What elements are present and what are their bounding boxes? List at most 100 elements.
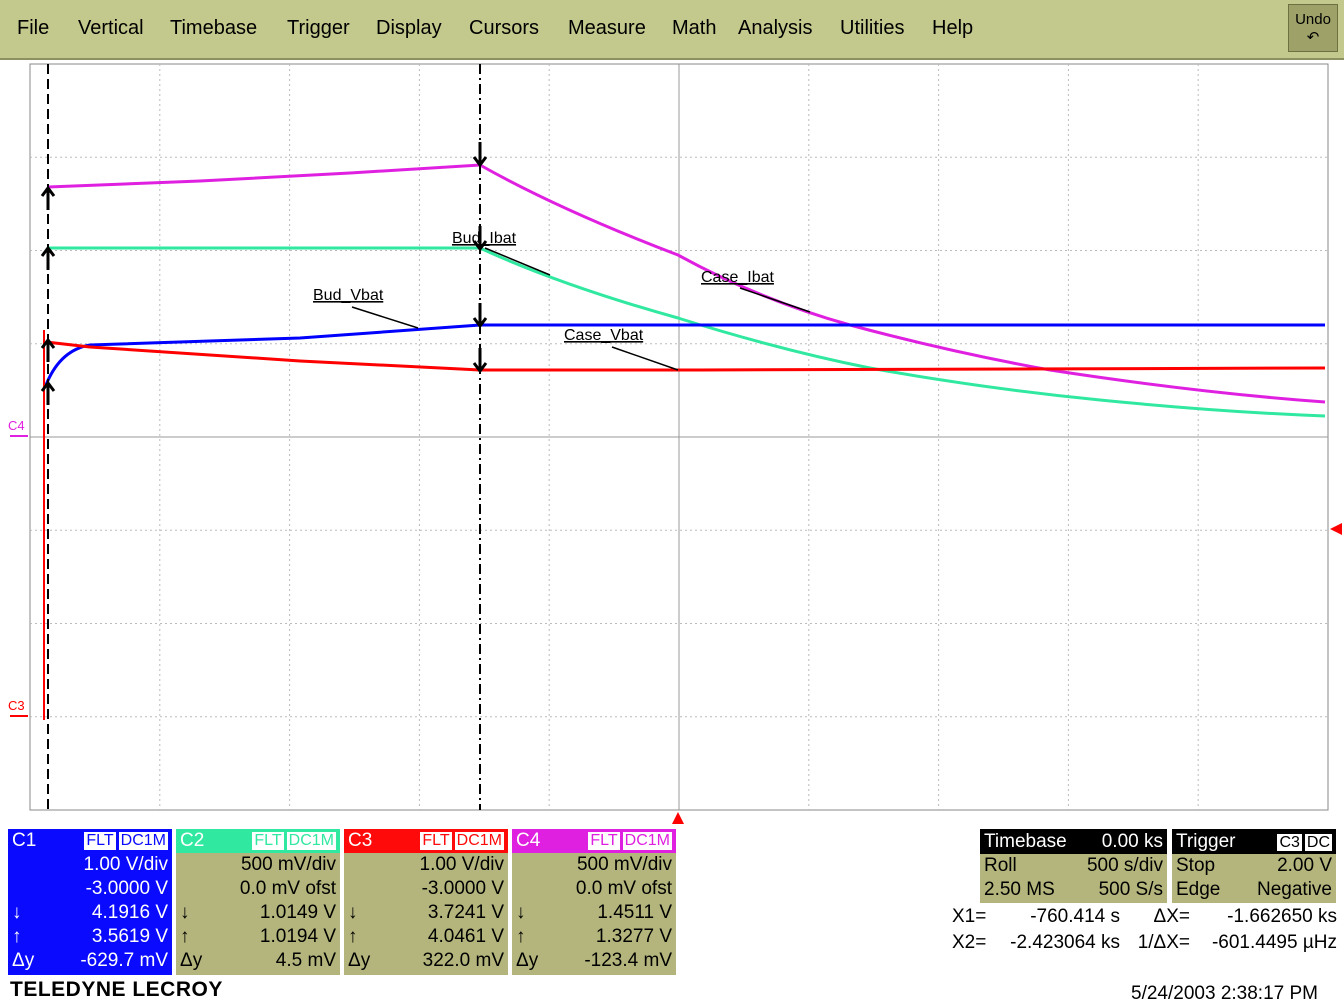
channel-offset: 0.0 mV ofst [575,878,672,899]
cursor-label: X1= [952,906,987,927]
menu-item[interactable]: Analysis [738,17,813,39]
channel-marker: C3 [8,698,25,713]
menu-item[interactable]: Help [932,17,974,39]
trigger-box[interactable]: Trigger C3 DC Stop 2.00 V Edge Negative [1172,829,1336,903]
row-symbol: ↑ [12,926,22,947]
timebase-per-div: 500 s/div [1086,855,1163,876]
undo-label: Undo [1295,11,1331,28]
menu-item[interactable]: File [17,17,50,39]
channel-box[interactable]: C2 FLT DC1M 500 mV/div 0.0 mV ofst ↓ 1.0149 V ↑… [176,829,340,975]
timebase-mode: Roll [984,855,1017,876]
channel-row: ↑ 4.0461 V [344,925,508,949]
timestamp: 5/24/2003 2:38:17 PM [1131,983,1318,1004]
trigger-source: C3 [1277,833,1302,851]
channel-row: ↑ 1.0194 V [176,925,340,949]
timebase-row: Roll 500 s/div [980,854,1167,878]
cursor-down-value: 1.4511 V [597,902,672,923]
trigger-mode: Stop [1176,855,1216,876]
undo-button[interactable]: Undo ↶ [1288,4,1338,52]
menu-item[interactable]: Display [376,17,442,39]
cursor-up-value: 1.3277 V [595,926,672,947]
row-symbol: ↓ [348,902,358,923]
menu-bar: File Vertical Timebase Trigger Display C… [0,0,1344,60]
menu-item[interactable]: Vertical [78,17,144,39]
channel-row: 500 mV/div [176,853,340,877]
channel-row: ↓ 1.0149 V [176,901,340,925]
trigger-level: 2.00 V [1277,855,1332,876]
channel-offset: 0.0 mV ofst [239,878,336,899]
traces [43,163,1326,720]
channel-coupling: DC1M [454,832,504,850]
channel-scale: 1.00 V/div [83,854,169,875]
trace-label: Bud_Ibat [452,230,517,247]
trigger-position [672,812,684,824]
delta-label: Δy [12,950,35,971]
channel-box[interactable]: C3 FLT DC1M 1.00 V/div -3.0000 V ↓ 3.7241 V ↑ 4.… [344,829,508,975]
cursor-delta: -601.4495 µHz [1211,932,1337,953]
trigger-row: Stop 2.00 V [1172,854,1336,878]
cursor-delta-label: 1/ΔX= [1137,932,1190,953]
channel-row: 0.0 mV ofst [176,877,340,901]
channel-box[interactable]: C4 FLT DC1M 500 mV/div 0.0 mV ofst ↓ 1.4511 V ↑… [512,829,676,975]
row-symbol: ↑ [348,926,358,947]
timebase-header: Timebase 0.00 ks [980,829,1167,854]
channel-row: 500 mV/div [512,853,676,877]
cursor-delta-label: ΔX= [1153,906,1190,927]
channel-box[interactable]: C1 FLT DC1M 1.00 V/div -3.0000 V ↓ 4.1916 V ↑ 3.… [8,829,172,975]
waveform-display: Bud_Ibat Case_Ibat Bud_Vbat Case_Vbat C4… [8,63,1342,824]
delta-label: Δy [348,950,371,971]
timebase-box[interactable]: Timebase 0.00 ks Roll 500 s/div 2.50 MS 500… [980,829,1167,903]
channel-marker: C4 [8,418,25,433]
menu-item[interactable]: Timebase [170,17,258,39]
timebase-delay: 0.00 ks [1101,830,1163,852]
menu-item[interactable]: Trigger [287,17,350,39]
cursor-down-value: 3.7241 V [427,902,504,923]
channel-scale: 1.00 V/div [419,854,505,875]
trigger-title: Trigger [1176,830,1236,852]
delta-value: 322.0 mV [422,950,504,971]
trace-c1 [44,323,1325,386]
row-symbol: ↑ [180,926,190,947]
channel-name: C2 [180,830,205,851]
channel-name: C4 [516,830,541,851]
menu-item[interactable]: Measure [568,17,646,39]
channel-name: C1 [12,830,37,851]
trigger-type: Edge [1176,879,1221,900]
channel-filter: FLT [252,832,284,850]
trigger-coupling: DC [1304,833,1332,851]
cursor-up-value: 4.0461 V [427,926,504,947]
trace-label: Case_Ibat [701,269,774,286]
cursor-delta: -1.662650 ks [1227,906,1337,927]
menu-item[interactable]: Utilities [840,17,905,39]
channel-offset: -3.0000 V [85,878,168,899]
channel-row: Δy -123.4 mV [512,949,676,973]
channel-row: ↓ 4.1916 V [8,901,172,925]
channel-coupling: DC1M [622,832,672,850]
cursor-up-value: 1.0194 V [259,926,336,947]
trace-label: Case_Vbat [564,327,644,344]
channel-header: C1 FLT DC1M [8,829,172,853]
channel-row: Δy -629.7 mV [8,949,172,973]
delta-value: -629.7 mV [80,950,168,971]
row-symbol: ↓ [516,902,526,923]
channel-row: Δy 4.5 mV [176,949,340,973]
cursor-down-value: 4.1916 V [91,902,168,923]
menu-item[interactable]: Cursors [469,17,540,39]
cursor-up-value: 3.5619 V [91,926,168,947]
label-leaders [351,247,811,371]
channel-scale: 500 mV/div [576,854,672,875]
row-symbol: ↑ [516,926,526,947]
channel-row: -3.0000 V [8,877,172,901]
timebase-row: 2.50 MS 500 S/s [980,878,1167,902]
cursor-arrows [40,142,488,405]
menu-item[interactable]: Math [672,17,717,39]
channel-row: 0.0 mV ofst [512,877,676,901]
channel-row: -3.0000 V [344,877,508,901]
channel-coupling: DC1M [118,832,168,850]
trigger-header: Trigger C3 DC [1172,829,1336,854]
cursor-value: -2.423064 ks [1010,932,1120,953]
trace-label: Bud_Vbat [313,287,384,304]
trace-labels: Bud_Ibat Case_Ibat Bud_Vbat Case_Vbat [313,230,774,344]
channel-row: ↑ 3.5619 V [8,925,172,949]
